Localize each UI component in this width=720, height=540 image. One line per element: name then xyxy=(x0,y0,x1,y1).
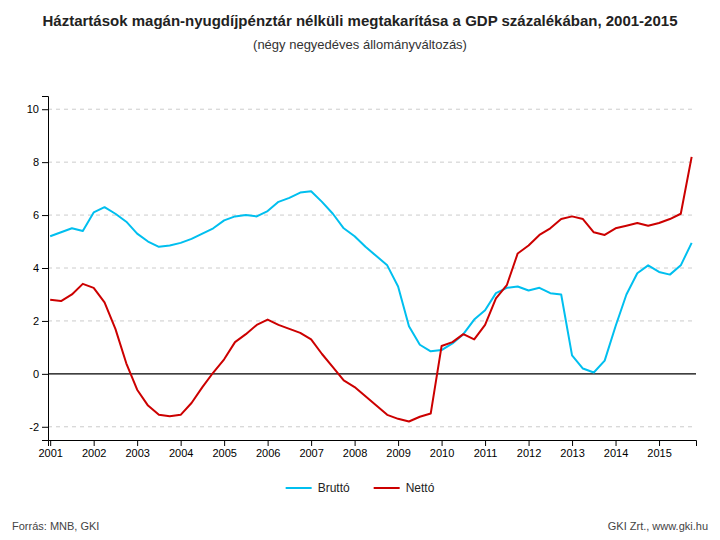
legend-label: Bruttó xyxy=(318,481,350,495)
legend-label: Nettó xyxy=(406,481,435,495)
series-group xyxy=(50,157,691,422)
x-tick-label: 2004 xyxy=(169,447,193,459)
x-tick-mark xyxy=(485,440,486,446)
legend-item: Bruttó xyxy=(286,481,350,495)
y-tick: 2 xyxy=(33,315,48,327)
plot: 2001200220032004200520062007200820092010… xyxy=(27,97,697,459)
chart: Háztartások magán-nyugdíjpénztár nélküli… xyxy=(0,0,720,540)
title-line: Háztartások magán-nyugdíjpénztár nélküli… xyxy=(43,12,678,29)
y-tick: 4 xyxy=(33,262,48,274)
grid-line xyxy=(48,268,696,269)
y-tick-label: 8 xyxy=(33,156,39,168)
y-axis-line xyxy=(42,97,49,441)
y-tick: 8 xyxy=(33,156,48,168)
x-tick-mark xyxy=(224,440,225,446)
x-tick-label: 2010 xyxy=(430,447,454,459)
x-tick: 2003 xyxy=(125,440,149,459)
legend-swatch xyxy=(286,487,312,489)
y-tick-label: -2 xyxy=(29,421,39,433)
grid-line xyxy=(48,320,696,321)
x-tick-mark xyxy=(311,440,312,446)
y-tick-mark xyxy=(42,109,48,110)
x-tick-mark xyxy=(529,440,530,446)
y-tick: -2 xyxy=(29,421,48,433)
x-tick: 2015 xyxy=(647,440,671,459)
x-tick: 2004 xyxy=(169,440,193,459)
grid-line xyxy=(48,426,696,427)
x-tick: 2005 xyxy=(212,440,236,459)
footer: GKI Zrt., www.gki.hu xyxy=(608,520,708,532)
x-axis-line xyxy=(49,441,697,447)
legend-swatch xyxy=(374,487,400,489)
x-tick-label: 2003 xyxy=(125,447,149,459)
x-tick: 2008 xyxy=(343,440,367,459)
x-tick-label: 2007 xyxy=(299,447,323,459)
title: Háztartások magán-nyugdíjpénztár nélküli… xyxy=(43,12,678,29)
x-tick-label: 2011 xyxy=(474,447,498,459)
x-tick-mark xyxy=(181,440,182,446)
y-tick: 10 xyxy=(27,103,48,115)
y-tick-mark xyxy=(42,374,48,375)
grid-line xyxy=(48,215,696,216)
x-tick: 2007 xyxy=(299,440,323,459)
x-tick-mark xyxy=(616,440,617,446)
x-tick-label: 2001 xyxy=(38,447,62,459)
y-tick-mark xyxy=(42,215,48,216)
x-tick: 2010 xyxy=(430,440,454,459)
zero-line xyxy=(48,373,696,374)
series-line xyxy=(50,157,691,422)
x-tick-mark xyxy=(355,440,356,446)
x-tick-mark xyxy=(442,440,443,446)
y-tick-mark xyxy=(42,162,48,163)
x-tick: 2001 xyxy=(38,440,62,459)
x-tick-mark xyxy=(659,440,660,446)
x-tick-label: 2009 xyxy=(386,447,410,459)
grid-line xyxy=(48,109,696,110)
grid-line xyxy=(48,162,696,163)
y-tick-label: 2 xyxy=(33,315,39,327)
x-tick: 2012 xyxy=(517,440,541,459)
x-tick-label: 2005 xyxy=(212,447,236,459)
x-tick: 2006 xyxy=(256,440,280,459)
y-tick-mark xyxy=(42,427,48,428)
y-tick: 6 xyxy=(33,209,48,221)
y-tick-label: 0 xyxy=(33,368,39,380)
y-axis: -2 0 2 4 6 8 10 xyxy=(27,97,49,441)
x-tick: 2002 xyxy=(82,440,106,459)
footer: Forrás: MNB, GKI xyxy=(12,520,99,532)
x-tick-label: 2014 xyxy=(604,447,628,459)
x-tick-label: 2006 xyxy=(256,447,280,459)
grid xyxy=(48,109,696,427)
x-tick-mark xyxy=(94,440,95,446)
x-tick-label: 2012 xyxy=(517,447,541,459)
x-tick: 2011 xyxy=(474,440,498,459)
x-tick: 2014 xyxy=(604,440,628,459)
x-tick-mark xyxy=(137,440,138,446)
y-tick-mark xyxy=(42,321,48,322)
x-tick: 2009 xyxy=(386,440,410,459)
y-tick-label: 6 xyxy=(33,209,39,221)
x-tick-label: 2013 xyxy=(560,447,584,459)
x-tick-mark xyxy=(572,440,573,446)
x-tick-label: 2008 xyxy=(343,447,367,459)
x-tick-mark xyxy=(268,440,269,446)
y-tick-label: 10 xyxy=(27,103,39,115)
x-tick: 2013 xyxy=(560,440,584,459)
y-tick-label: 4 xyxy=(33,262,39,274)
series-line xyxy=(50,191,691,372)
y-tick-mark xyxy=(42,268,48,269)
x-tick-label: 2002 xyxy=(82,447,106,459)
x-tick-mark xyxy=(398,440,399,446)
x-tick-mark xyxy=(50,440,51,446)
x-tick-label: 2015 xyxy=(647,447,671,459)
subtitle: (négy negyedéves állományváltozás) xyxy=(253,37,467,52)
y-tick: 0 xyxy=(33,368,48,380)
legend-item: Nettó xyxy=(374,481,435,495)
legend: Bruttó Nettó xyxy=(286,481,435,495)
x-axis: 2001 2002 2003 2004 2005 2006 2007 2008 2009 2010… xyxy=(38,440,696,459)
